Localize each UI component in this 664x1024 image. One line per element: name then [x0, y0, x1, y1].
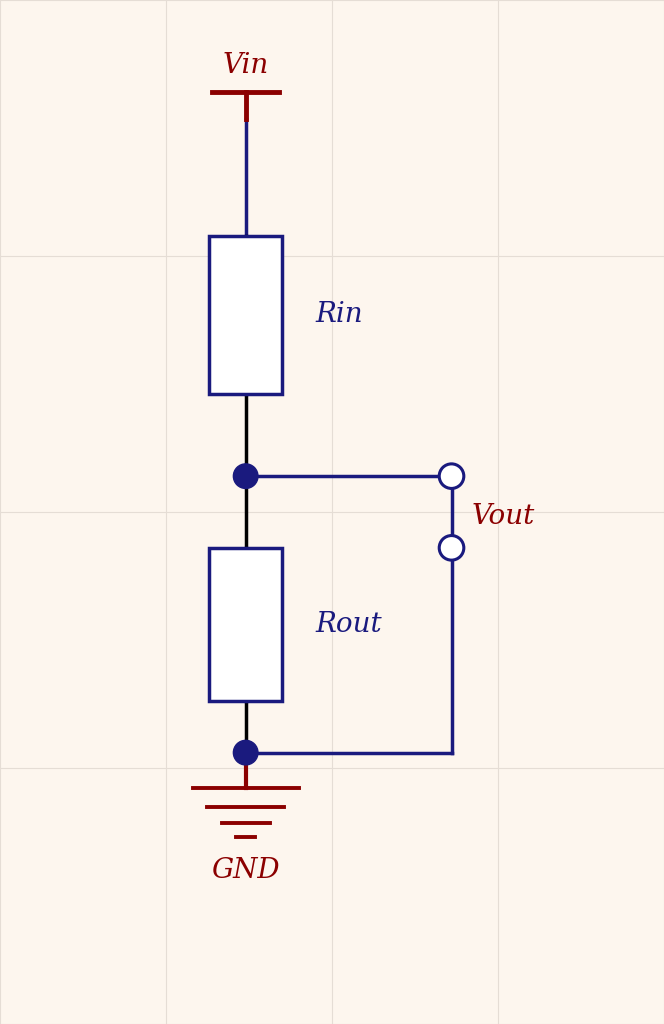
Text: GND: GND [211, 857, 280, 884]
Bar [209, 236, 282, 394]
Text: Vout: Vout [471, 503, 535, 529]
Text: Rout: Rout [315, 611, 382, 638]
Circle shape [233, 464, 258, 488]
Bar [209, 548, 282, 701]
Circle shape [233, 740, 258, 765]
Text: Rin: Rin [315, 301, 363, 329]
Circle shape [439, 536, 464, 560]
Circle shape [439, 464, 464, 488]
Text: Vin: Vin [222, 52, 269, 79]
